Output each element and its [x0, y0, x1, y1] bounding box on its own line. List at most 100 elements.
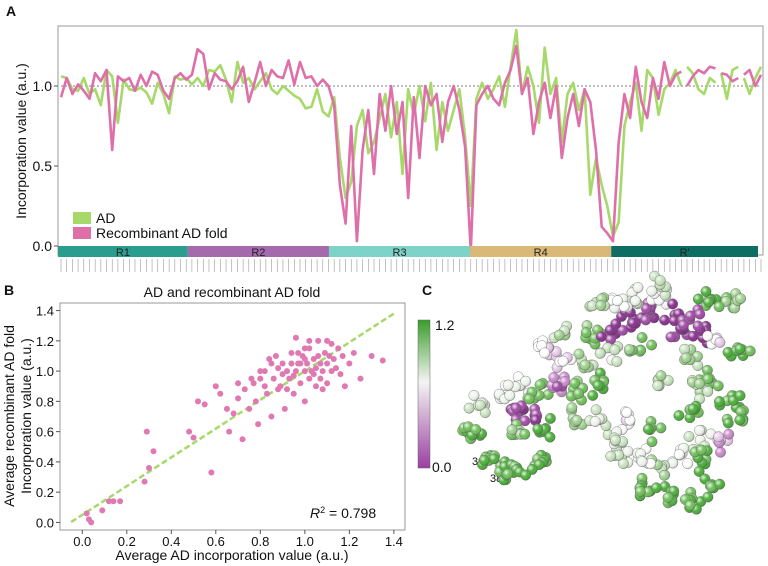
- atom-highlight: [635, 345, 646, 356]
- scatter-point: [350, 349, 357, 356]
- region-band-3: [470, 246, 612, 257]
- atom-highlight: [646, 339, 657, 351]
- atom-highlight: [587, 300, 598, 311]
- scatter-point: [324, 380, 331, 387]
- atom-highlight: [651, 482, 662, 493]
- scatter-point: [248, 375, 255, 382]
- atom-highlight: [706, 481, 717, 493]
- scatter-point: [317, 375, 324, 382]
- atom-highlight: [590, 416, 601, 427]
- scatter-point: [277, 383, 284, 390]
- atom-highlight: [635, 486, 646, 497]
- atom-highlight: [488, 453, 500, 464]
- atom-highlight: [596, 331, 607, 342]
- atom-highlight: [519, 429, 530, 440]
- scatter-point: [226, 428, 233, 435]
- atom-highlight: [569, 378, 580, 389]
- atom-highlight: [590, 404, 602, 415]
- panel-c-label: C: [422, 282, 432, 298]
- scatter-point: [246, 405, 253, 412]
- atom-highlight: [548, 372, 559, 383]
- atom-highlight: [641, 303, 652, 314]
- atom-highlight: [605, 334, 616, 345]
- atom-highlight: [573, 348, 585, 360]
- scatter-point: [257, 368, 264, 375]
- scatter-point: [301, 345, 308, 352]
- scatter-point: [264, 390, 270, 397]
- scatter-point: [321, 349, 328, 356]
- color-scale-bottom-label: 0.0: [432, 459, 452, 475]
- scatter-point: [110, 498, 117, 505]
- panel-b-ylabel-line1: Average recombinant AD fold: [1, 325, 17, 507]
- atom-highlight: [479, 455, 490, 466]
- atom-highlight: [581, 327, 592, 338]
- atom-highlight: [579, 359, 591, 371]
- region-band-2: [328, 246, 471, 257]
- scatter-point: [326, 352, 333, 359]
- scatter-point: [279, 360, 286, 367]
- atom-highlight: [713, 380, 724, 392]
- atom-highlight: [700, 286, 712, 297]
- atom-highlight: [594, 348, 606, 359]
- atom-highlight: [566, 402, 578, 413]
- scatter-point: [284, 368, 291, 375]
- legend-label-ad: AD: [96, 210, 115, 226]
- panel-b-frame: [59, 302, 406, 531]
- atom-highlight: [605, 451, 616, 462]
- scatter-point: [312, 365, 319, 372]
- atom-highlight: [702, 365, 713, 376]
- series-recombinant-line: [743, 68, 763, 88]
- atom-highlight: [667, 457, 678, 469]
- atom-highlight: [723, 417, 734, 429]
- atom-highlight: [680, 352, 692, 364]
- scatter-point: [306, 345, 313, 352]
- atom-highlight: [684, 500, 696, 511]
- atom-highlight: [665, 331, 677, 343]
- b-xtick-label: 1.2: [340, 534, 358, 549]
- panel-b-ylabel-line2: Incorporation value (a.u.): [18, 338, 34, 494]
- series-ad-line: [742, 66, 763, 96]
- atom-highlight: [621, 407, 632, 418]
- atom-highlight: [702, 330, 713, 342]
- scatter-point: [304, 360, 311, 367]
- atom-highlight: [655, 422, 667, 434]
- atom-highlight: [573, 388, 584, 399]
- scatter-point: [324, 360, 331, 367]
- a-ytick-label: 0.5: [33, 158, 53, 174]
- atom-highlight: [694, 378, 705, 389]
- atom-highlight: [643, 423, 654, 435]
- scatter-point: [141, 478, 148, 485]
- atom-highlight: [613, 449, 624, 461]
- atom-highlight: [703, 296, 714, 308]
- scatter-point: [261, 368, 268, 375]
- atom-highlight: [667, 298, 678, 310]
- atom-highlight: [642, 486, 654, 498]
- atom-highlight: [645, 458, 656, 469]
- scatter-point: [83, 510, 90, 517]
- b-ytick-label: 0.8: [36, 394, 54, 409]
- atom-highlight: [632, 282, 644, 293]
- region-band-4: [611, 246, 758, 257]
- atom-highlight: [463, 402, 475, 414]
- b-xtick-label: 0.8: [251, 534, 269, 549]
- b-ytick-label: 1.2: [36, 334, 54, 349]
- atom-highlight: [609, 344, 621, 355]
- atom-highlight: [595, 300, 606, 311]
- series-recombinant-line: [59, 44, 682, 253]
- region-band-1: [187, 246, 329, 257]
- atom-highlight: [734, 343, 746, 354]
- atom-highlight: [679, 344, 690, 355]
- scatter-point: [341, 383, 348, 390]
- atom-highlight: [587, 390, 598, 401]
- atom-highlight: [571, 415, 583, 426]
- atom-highlight: [652, 380, 663, 391]
- scatter-point: [368, 352, 375, 359]
- atom-highlight: [702, 373, 713, 385]
- scatter-point: [281, 405, 288, 412]
- legend-swatch-recombinant: [73, 227, 91, 239]
- scatter-point: [319, 368, 326, 375]
- atom-highlight: [503, 379, 514, 391]
- atom-highlight: [524, 393, 535, 405]
- scatter-point: [186, 428, 193, 435]
- scatter-point: [272, 352, 279, 359]
